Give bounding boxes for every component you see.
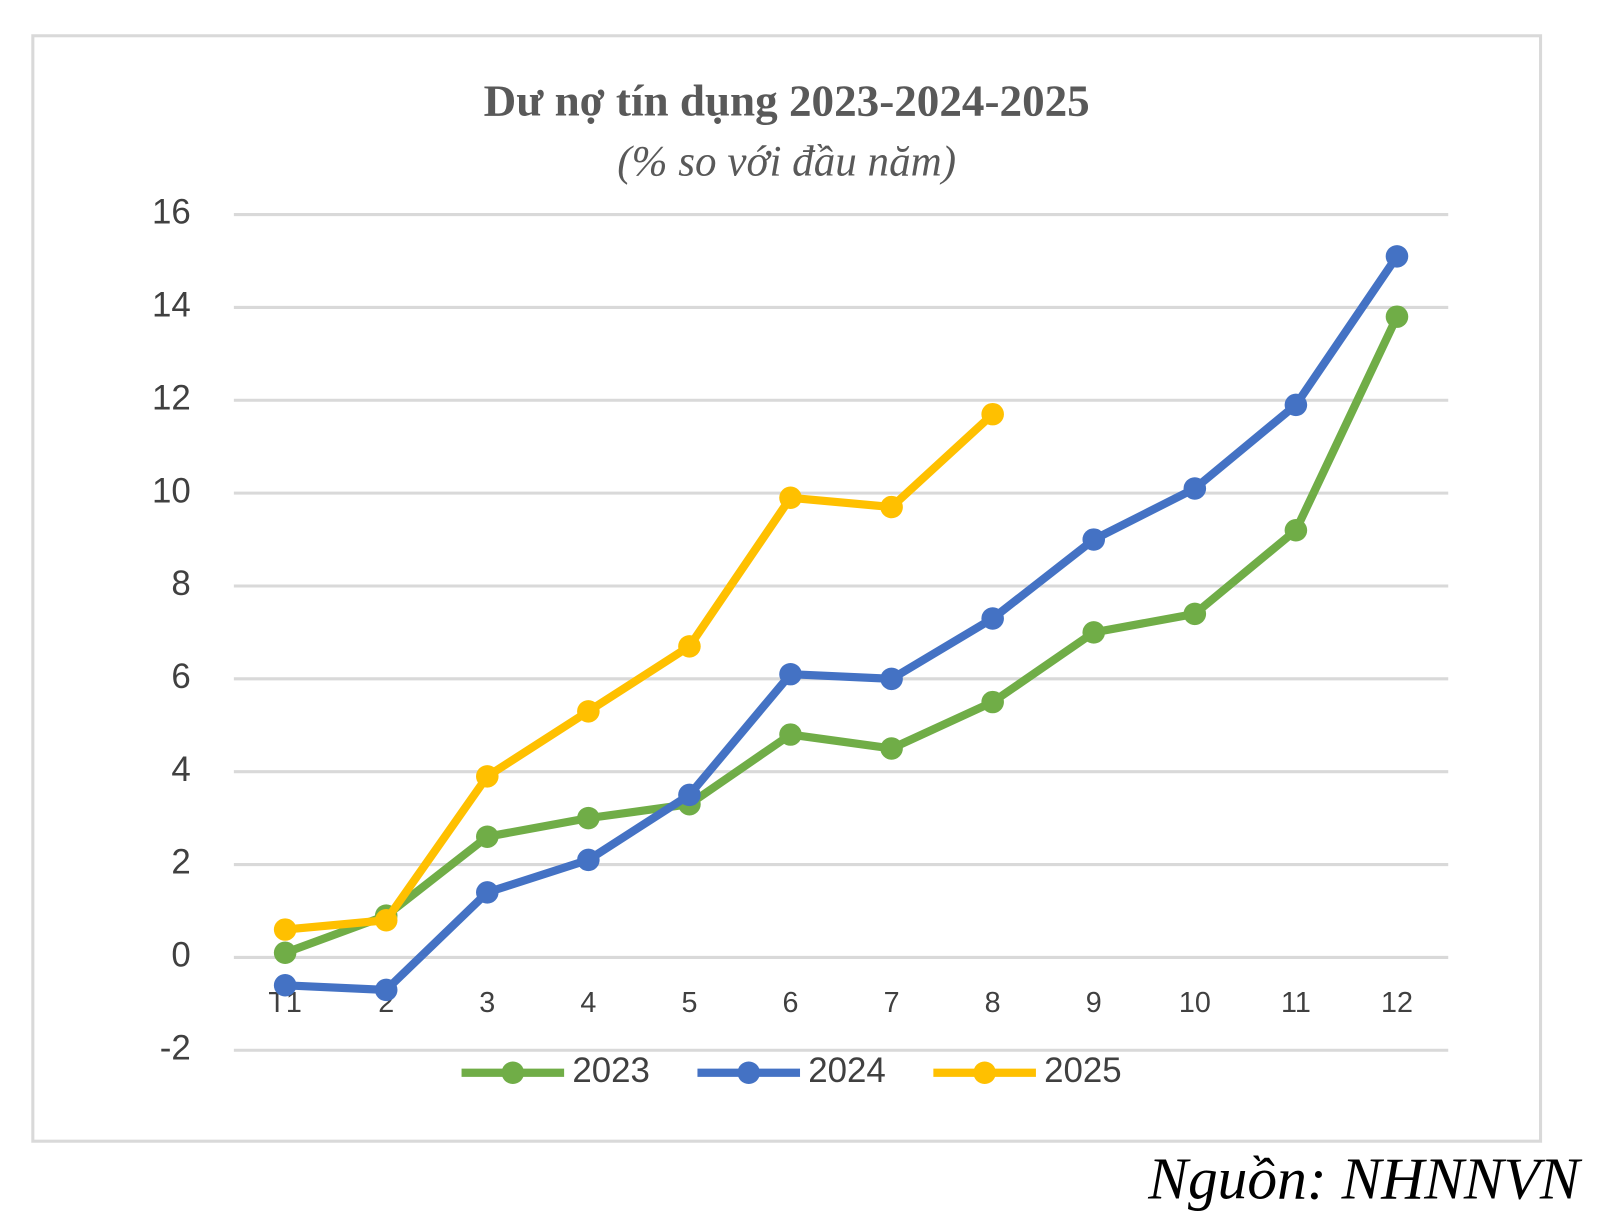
data-point: [273, 941, 297, 965]
data-point: [678, 783, 701, 807]
y-tick-label: 10: [152, 471, 191, 510]
x-tick-label: 5: [681, 987, 697, 1019]
data-point: [374, 909, 398, 932]
x-tick-label: 10: [1179, 987, 1211, 1019]
chart-subtitle: (% so với đầu năm): [617, 138, 956, 185]
data-point: [1284, 519, 1308, 542]
chart-border: [31, 34, 1543, 1143]
data-point: [476, 881, 499, 904]
legend-marker: [737, 1061, 761, 1084]
y-tick-label: 0: [171, 936, 190, 975]
y-tick-label: 14: [152, 286, 191, 325]
x-tick-label: 9: [1086, 987, 1102, 1019]
data-point: [880, 737, 903, 760]
chart-title: Dư nợ tín dụng 2023-2024-2025: [484, 76, 1090, 126]
x-tick-label: 11: [1281, 987, 1311, 1019]
data-point: [374, 978, 398, 1002]
data-point: [880, 495, 903, 519]
source-note: Nguồn: NHNNVN: [1147, 1146, 1583, 1212]
x-tick-label: 6: [783, 987, 799, 1019]
y-tick-label: 16: [152, 193, 191, 232]
y-tick-label: 8: [171, 564, 190, 603]
legend-label: 2024: [808, 1051, 886, 1090]
data-point: [779, 723, 802, 746]
data-point: [981, 690, 1004, 714]
data-point: [476, 825, 499, 848]
x-tick-label: 12: [1381, 987, 1413, 1019]
y-tick-label: 2: [171, 843, 190, 882]
data-point: [1385, 245, 1409, 268]
x-tick-label: 3: [479, 987, 495, 1019]
y-tick-label: -2: [160, 1029, 191, 1068]
series-line: [284, 254, 1401, 995]
data-point: [1082, 621, 1106, 644]
data-point: [476, 765, 499, 788]
data-point: [1284, 393, 1308, 417]
data-point: [1183, 602, 1207, 626]
data-point: [779, 486, 802, 510]
y-tick-label: 4: [171, 750, 190, 789]
data-point: [273, 974, 297, 997]
y-tick-label: 6: [171, 657, 190, 696]
legend-marker: [501, 1061, 525, 1084]
data-point: [880, 667, 903, 691]
data-point: [1183, 477, 1207, 500]
y-tick-label: 12: [152, 378, 191, 417]
data-point: [981, 607, 1004, 630]
data-point: [678, 635, 701, 658]
data-point: [981, 402, 1004, 426]
data-point: [779, 662, 802, 686]
series-line: [284, 411, 996, 934]
data-point: [577, 806, 600, 830]
x-tick-label: 4: [580, 987, 596, 1019]
data-point: [1082, 528, 1106, 551]
x-tick-label: 7: [884, 987, 900, 1019]
data-point: [1385, 305, 1409, 328]
legend-marker: [973, 1061, 996, 1084]
data-point: [577, 700, 600, 723]
series-line: [283, 314, 1401, 957]
data-point: [577, 848, 600, 872]
legend-label: 2025: [1044, 1051, 1122, 1090]
x-tick-label: 8: [985, 987, 1001, 1019]
data-point: [273, 918, 297, 941]
legend-label: 2023: [572, 1051, 650, 1090]
